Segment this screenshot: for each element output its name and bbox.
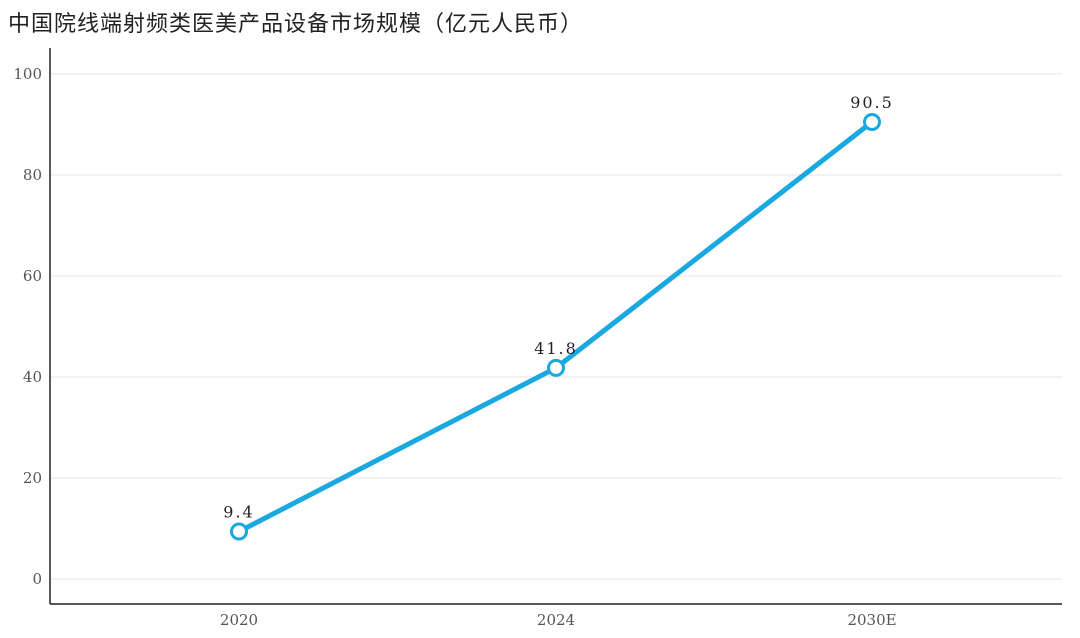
data-point bbox=[230, 522, 248, 541]
x-tick-label: 2020 bbox=[220, 611, 258, 629]
data-point bbox=[547, 358, 565, 377]
y-tick-label: 60 bbox=[23, 267, 42, 285]
x-tick-label: 2030E bbox=[847, 611, 896, 629]
gridlines bbox=[50, 73, 1062, 580]
data-label: 9.4 bbox=[223, 503, 254, 522]
data-labels: 9.4 41.8 90.5 bbox=[223, 93, 894, 522]
series-line bbox=[236, 119, 875, 535]
y-tick-label: 40 bbox=[23, 368, 42, 386]
y-tick-label: 100 bbox=[13, 65, 42, 83]
y-tick-label: 80 bbox=[23, 166, 42, 184]
y-tick-label: 0 bbox=[32, 570, 42, 588]
data-point bbox=[863, 112, 881, 131]
data-label: 41.8 bbox=[534, 339, 578, 358]
axes bbox=[49, 48, 1062, 605]
chart-title: 中国院线端射频类医美产品设备市场规模（亿元人民币） bbox=[8, 12, 584, 37]
x-tick-label: 2024 bbox=[537, 611, 575, 629]
y-tick-labels: 0 20 40 60 80 100 bbox=[13, 65, 42, 588]
data-label: 90.5 bbox=[850, 93, 894, 112]
x-tick-labels: 2020 2024 2030E bbox=[220, 611, 897, 629]
y-tick-label: 20 bbox=[23, 469, 42, 487]
series-group bbox=[230, 112, 881, 541]
